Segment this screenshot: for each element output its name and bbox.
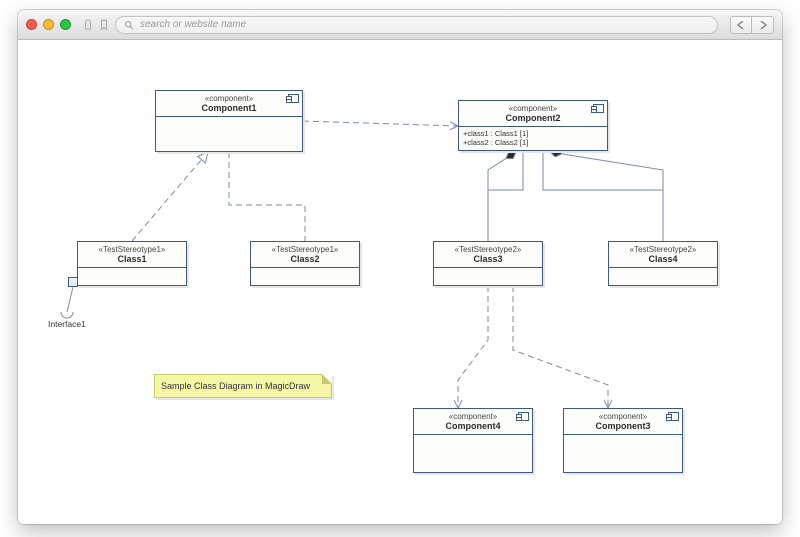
component-icon — [593, 104, 604, 113]
class-name: Class2 — [255, 254, 355, 264]
stereotype-label: «TestStereotype2» — [438, 245, 538, 254]
class-name: Class3 — [438, 254, 538, 264]
minimize-dot[interactable] — [43, 19, 54, 30]
component-icon — [668, 412, 679, 421]
back-button[interactable] — [730, 16, 752, 34]
forward-button[interactable] — [752, 16, 774, 34]
component-name: Component2 — [463, 113, 603, 123]
close-dot[interactable] — [26, 19, 37, 30]
uml-component3[interactable]: «component» Component3 — [563, 408, 683, 473]
nav-buttons — [730, 16, 774, 34]
component-name: Component3 — [568, 421, 678, 431]
browser-window: search or website name «component» Compo… — [18, 10, 782, 524]
component-icon — [288, 94, 299, 103]
attribute-row: +class1 : Class1 [1] — [463, 129, 603, 138]
uml-class3[interactable]: «TestStereotype2» Class3 — [433, 241, 543, 286]
stereotype-label: «component» — [568, 412, 678, 421]
zoom-dot[interactable] — [60, 19, 71, 30]
interface-port-icon — [68, 277, 78, 287]
uml-class1[interactable]: «TestStereotype1» Class1 — [77, 241, 187, 286]
diagram-canvas[interactable]: «component» Component1 «component» Compo… — [18, 40, 782, 524]
uml-class2[interactable]: «TestStereotype1» Class2 — [250, 241, 360, 286]
component-icon — [518, 412, 529, 421]
note-text: Sample Class Diagram in MagicDraw — [161, 381, 310, 391]
uml-component2[interactable]: «component» Component2 +class1 : Class1 … — [458, 100, 608, 151]
class-name: Class1 — [82, 254, 182, 264]
traffic-lights — [26, 19, 71, 30]
titlebar: search or website name — [18, 10, 782, 40]
stereotype-label: «TestStereotype1» — [82, 245, 182, 254]
diagram-note[interactable]: Sample Class Diagram in MagicDraw — [154, 374, 332, 398]
stereotype-label: «component» — [463, 104, 603, 113]
interface-label: Interface1 — [48, 319, 86, 329]
uml-component1[interactable]: «component» Component1 — [155, 90, 303, 152]
stereotype-label: «TestStereotype2» — [613, 245, 713, 254]
stereotype-label: «TestStereotype1» — [255, 245, 355, 254]
search-placeholder: search or website name — [140, 19, 246, 30]
uml-component4[interactable]: «component» Component4 — [413, 408, 533, 473]
bookmark-icon — [99, 18, 109, 32]
component-name: Component1 — [160, 103, 298, 113]
component-name: Component4 — [418, 421, 528, 431]
pencil-icon — [83, 18, 93, 32]
url-search-field[interactable]: search or website name — [115, 16, 718, 34]
attribute-row: +class2 : Class2 [1] — [463, 138, 603, 147]
uml-class4[interactable]: «TestStereotype2» Class4 — [608, 241, 718, 286]
class-name: Class4 — [613, 254, 713, 264]
stereotype-label: «component» — [418, 412, 528, 421]
stereotype-label: «component» — [160, 94, 298, 103]
